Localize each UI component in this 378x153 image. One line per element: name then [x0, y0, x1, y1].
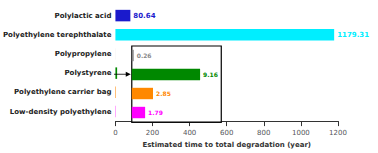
- svg-text:2.85: 2.85: [156, 90, 171, 97]
- svg-text:Estimated time to total degrad: Estimated time to total degradation (yea…: [142, 141, 311, 149]
- svg-text:1179.31: 1179.31: [337, 31, 369, 39]
- svg-text:0.26: 0.26: [137, 52, 152, 59]
- svg-text:1.79: 1.79: [148, 109, 163, 116]
- svg-text:80.64: 80.64: [133, 12, 155, 20]
- svg-text:0: 0: [113, 129, 117, 137]
- svg-text:Polystyrene: Polystyrene: [64, 69, 111, 77]
- svg-text:600: 600: [220, 129, 233, 137]
- svg-text:Polylactic acid: Polylactic acid: [55, 12, 112, 20]
- svg-text:Polypropylene: Polypropylene: [55, 50, 112, 58]
- svg-text:1200: 1200: [329, 129, 347, 137]
- svg-text:Polyethylene carrier bag: Polyethylene carrier bag: [14, 88, 111, 96]
- svg-text:200: 200: [146, 129, 159, 137]
- svg-text:400: 400: [183, 129, 196, 137]
- svg-text:1000: 1000: [292, 129, 310, 137]
- svg-text:Low-density polyethylene: Low-density polyethylene: [10, 108, 112, 116]
- svg-text:Polyethylene terephthalate: Polyethylene terephthalate: [3, 31, 112, 39]
- svg-text:9.16: 9.16: [203, 71, 218, 78]
- svg-text:800: 800: [257, 129, 270, 137]
